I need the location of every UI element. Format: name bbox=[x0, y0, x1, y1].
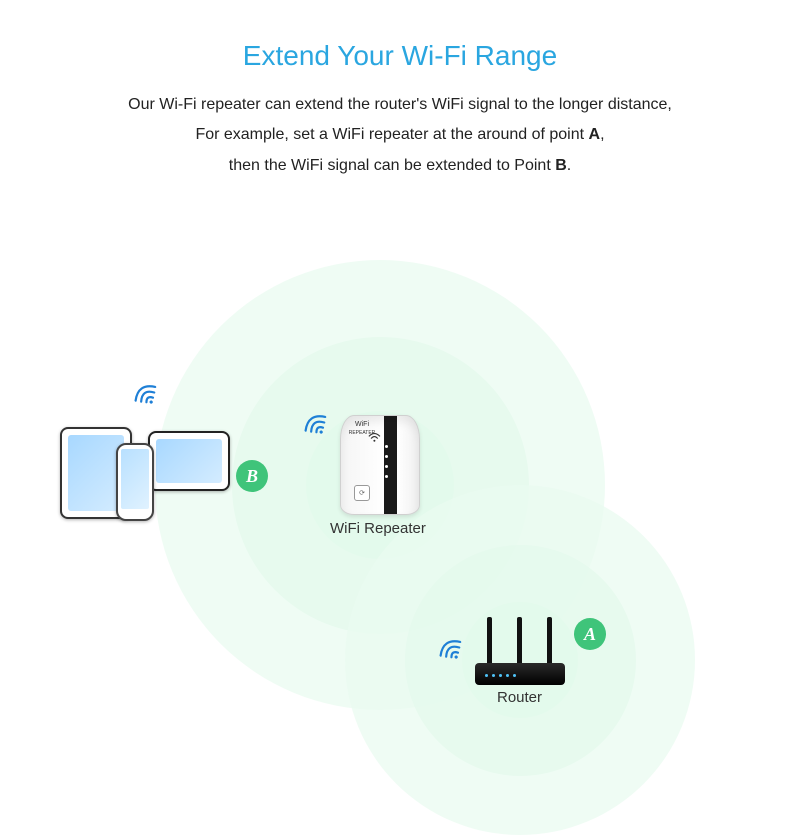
router-antenna-2 bbox=[517, 617, 522, 665]
wifi-icon-devices bbox=[130, 380, 166, 415]
point-b-badge: B bbox=[236, 460, 268, 492]
desc-line2-pre: For example, set a WiFi repeater at the … bbox=[195, 126, 588, 143]
headline: Extend Your Wi-Fi Range bbox=[0, 40, 800, 72]
desc-line3-pre: then the WiFi signal can be extended to … bbox=[229, 157, 555, 174]
desc-line2-post: , bbox=[600, 126, 604, 143]
router-leds bbox=[485, 674, 516, 677]
router-antenna-3 bbox=[547, 617, 552, 665]
repeater-wps-button: ⟳ bbox=[354, 485, 370, 501]
router-antenna-1 bbox=[487, 617, 492, 665]
desc-point-a: A bbox=[589, 126, 601, 143]
wifi-repeater-device: WiFi REPEATER ⟳ bbox=[340, 415, 420, 515]
tablet-landscape bbox=[148, 431, 230, 491]
client-devices bbox=[60, 415, 230, 525]
phone bbox=[116, 443, 154, 521]
router-label: Router bbox=[497, 689, 542, 706]
repeater-label: WiFi Repeater bbox=[330, 520, 426, 537]
desc-point-b: B bbox=[555, 157, 567, 174]
desc-line3-post: . bbox=[567, 157, 571, 174]
coverage-diagram: WiFi REPEATER ⟳ WiFi Repeater Router A B bbox=[0, 260, 800, 840]
repeater-wifi-glyph bbox=[367, 430, 381, 448]
router-device bbox=[475, 615, 565, 685]
repeater-brand-line1: WiFi bbox=[355, 421, 369, 428]
point-a-badge: A bbox=[574, 618, 606, 650]
desc-line1: Our Wi-Fi repeater can extend the router… bbox=[128, 96, 672, 113]
repeater-leds bbox=[385, 441, 395, 481]
description: Our Wi-Fi repeater can extend the router… bbox=[0, 90, 800, 181]
